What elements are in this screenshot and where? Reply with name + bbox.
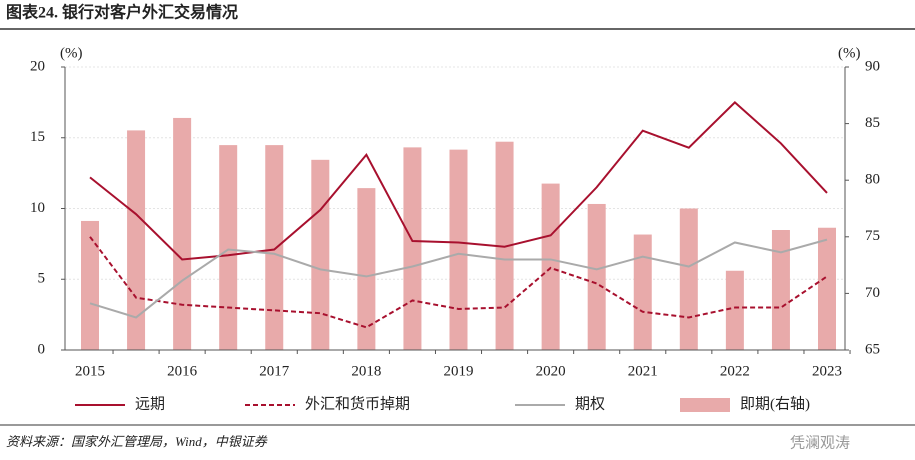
bar <box>357 188 376 350</box>
x-tick-label: 2022 <box>720 363 750 379</box>
x-tick-label: 2017 <box>259 363 290 379</box>
y2-tick-label: 85 <box>865 115 880 131</box>
line <box>89 101 828 261</box>
y-tick-label: 20 <box>30 58 45 74</box>
bar <box>818 227 836 350</box>
bar <box>311 159 330 350</box>
y-unit: (%) <box>60 45 83 61</box>
bar <box>173 117 192 350</box>
bar <box>219 145 238 350</box>
chart-title: 图表24. 银行对客户外汇交易情况 <box>6 3 238 22</box>
bar <box>81 220 99 350</box>
bar <box>403 147 422 350</box>
bar <box>771 230 790 350</box>
bar <box>679 208 698 350</box>
y2-unit: (%) <box>838 45 861 61</box>
line <box>89 236 828 329</box>
legend-label: 即期(右轴) <box>740 395 810 412</box>
y2-tick-label: 65 <box>865 341 880 357</box>
y-tick-label: 10 <box>30 200 45 216</box>
bar <box>127 130 146 350</box>
x-tick-label: 2015 <box>75 363 105 379</box>
x-tick-label: 2016 <box>167 363 198 379</box>
source: 资料来源：国家外汇管理局，Wind，中银证券 <box>6 434 268 449</box>
bar <box>541 183 560 350</box>
x-tick-label: 2023 <box>812 363 842 379</box>
legend-label: 外汇和货币掉期 <box>305 395 410 412</box>
bar <box>725 270 744 350</box>
y-tick-label: 0 <box>38 341 46 357</box>
x-tick-label: 2020 <box>536 363 566 379</box>
y2-tick-label: 70 <box>865 285 880 301</box>
y2-tick-label: 80 <box>865 172 880 188</box>
bar <box>449 149 468 350</box>
watermark: 凭澜观涛 <box>790 434 850 452</box>
y2-tick-label: 75 <box>865 228 880 244</box>
legend-label: 期权 <box>575 395 605 412</box>
y2-tick-label: 90 <box>865 58 880 74</box>
x-tick-label: 2019 <box>444 363 474 379</box>
bar <box>633 234 652 350</box>
bar <box>587 203 606 350</box>
bar <box>265 145 284 350</box>
line <box>89 238 828 319</box>
legend-swatch <box>680 398 730 412</box>
x-tick-label: 2018 <box>351 363 381 379</box>
y-tick-label: 5 <box>38 271 46 287</box>
legend-label: 远期 <box>135 395 165 412</box>
x-tick-label: 2021 <box>628 363 658 379</box>
y-tick-label: 15 <box>30 129 45 145</box>
